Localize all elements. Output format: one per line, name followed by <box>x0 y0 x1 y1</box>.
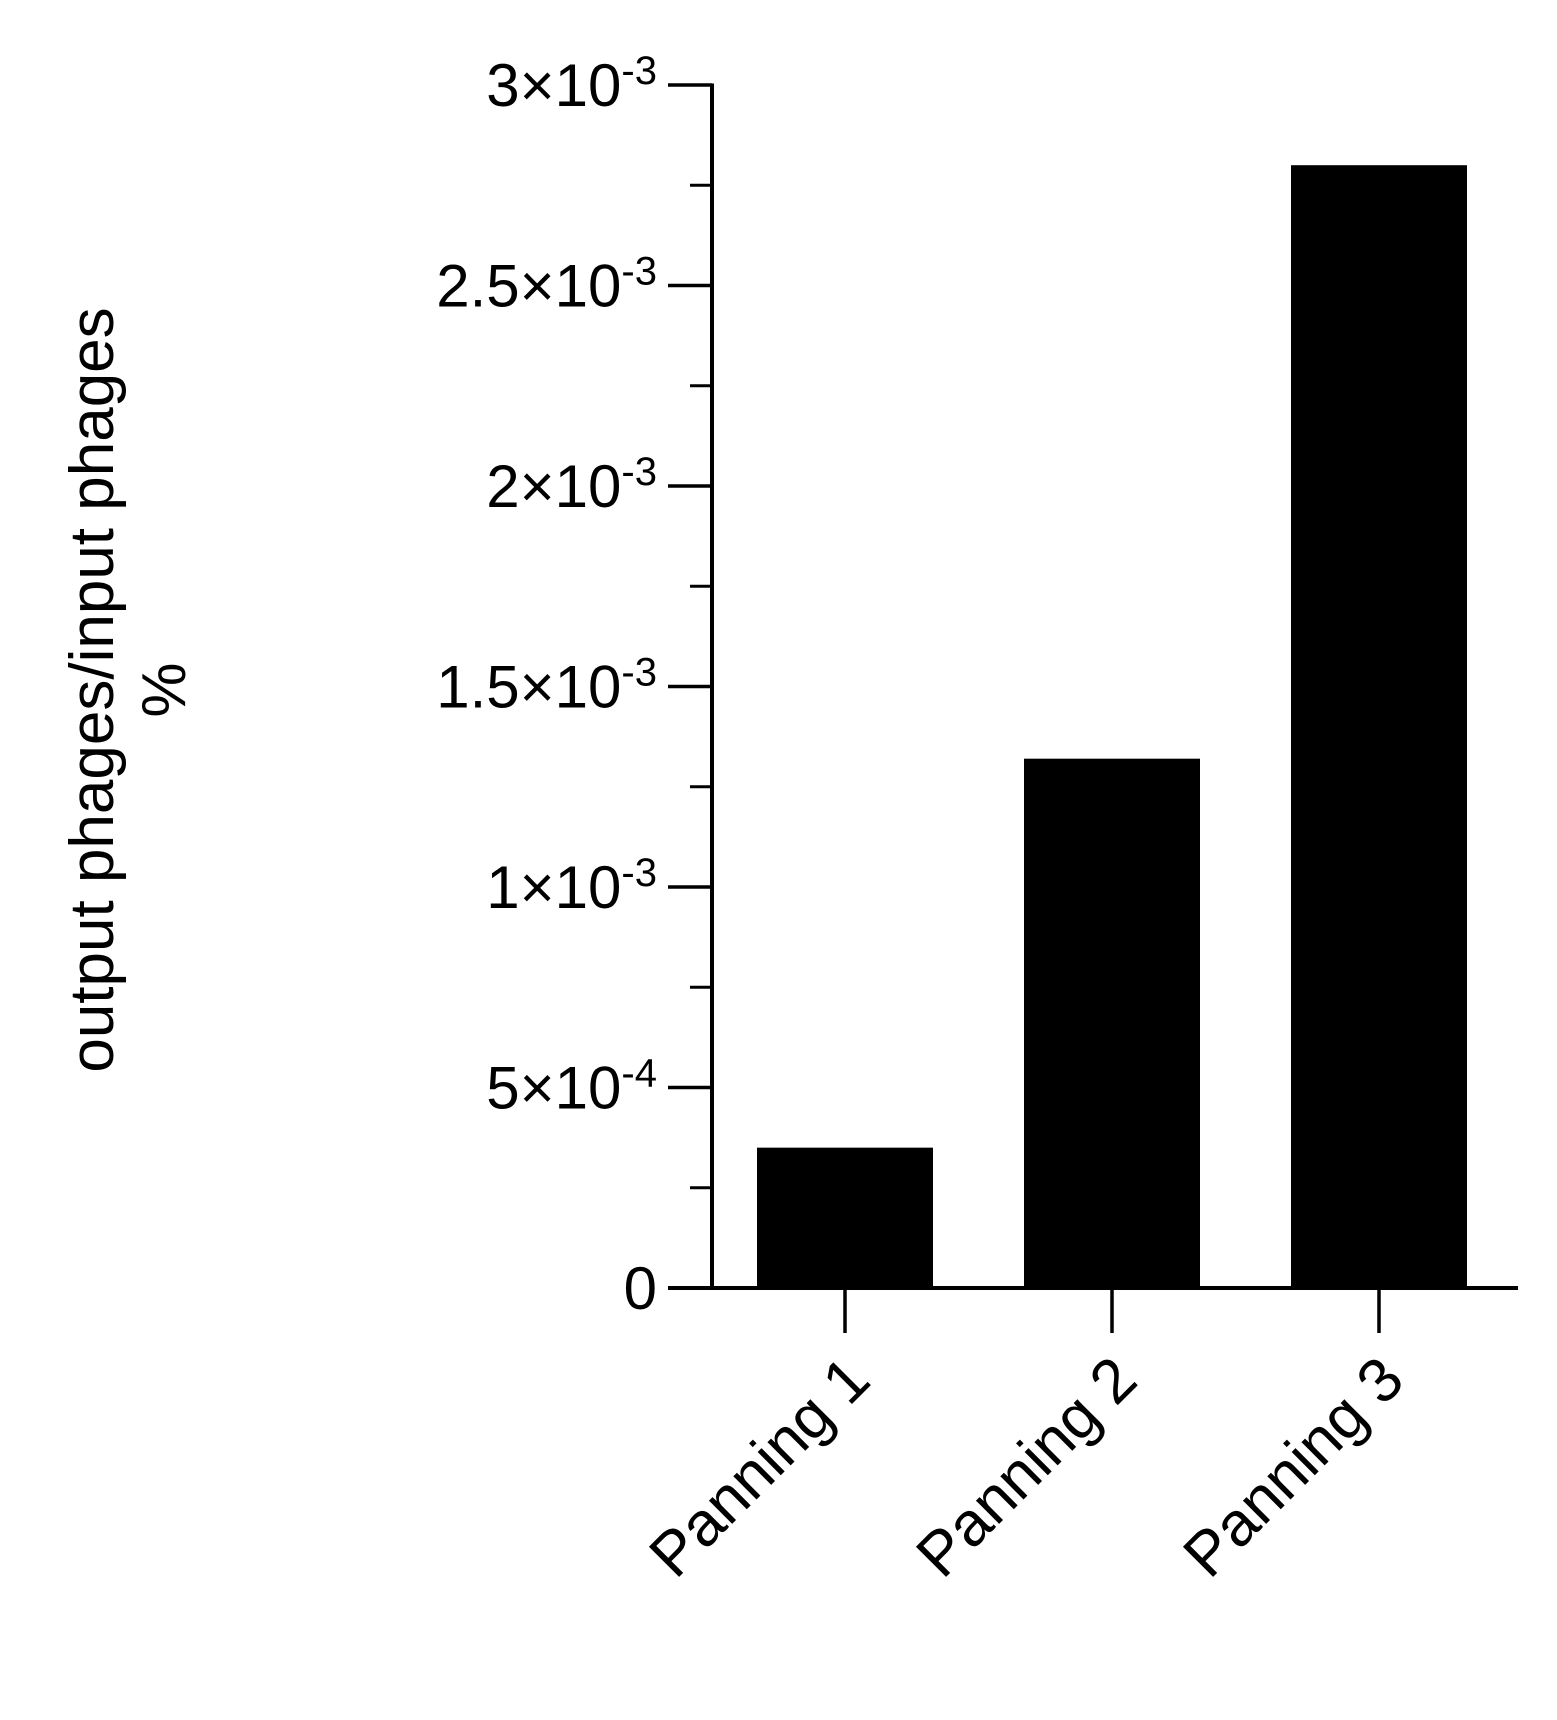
x-axis: Panning 1 Panning 2 Panning 3 <box>637 1286 1518 1590</box>
y-axis-title: output phages/input phages <box>58 307 127 1072</box>
bar-panning-3 <box>1291 165 1467 1289</box>
x-tick-label: Panning 3 <box>1171 1344 1417 1590</box>
bar-panning-2 <box>1024 758 1200 1288</box>
y-tick-label: 1×10-3 <box>486 851 657 921</box>
y-tick-label: 1.5×10-3 <box>436 651 657 721</box>
y-tick-label: 2.5×10-3 <box>436 250 657 320</box>
y-tick-label: 2×10-3 <box>486 450 657 520</box>
x-tick-label: Panning 2 <box>904 1344 1150 1590</box>
y-tick-label: 3×10-3 <box>486 49 657 119</box>
bar-panning-1 <box>757 1147 933 1288</box>
bars-group <box>757 165 1467 1289</box>
y-tick-label: 0 <box>624 1255 657 1322</box>
y-axis: 0 5×10-4 1×10-3 1.5×10-3 2×10-3 2.5×10-3 3×10-… <box>436 49 714 1322</box>
y-tick-label: 5×10-4 <box>486 1052 657 1122</box>
x-tick-label: Panning 1 <box>637 1344 883 1590</box>
y-axis-title-unit: % <box>130 662 199 717</box>
